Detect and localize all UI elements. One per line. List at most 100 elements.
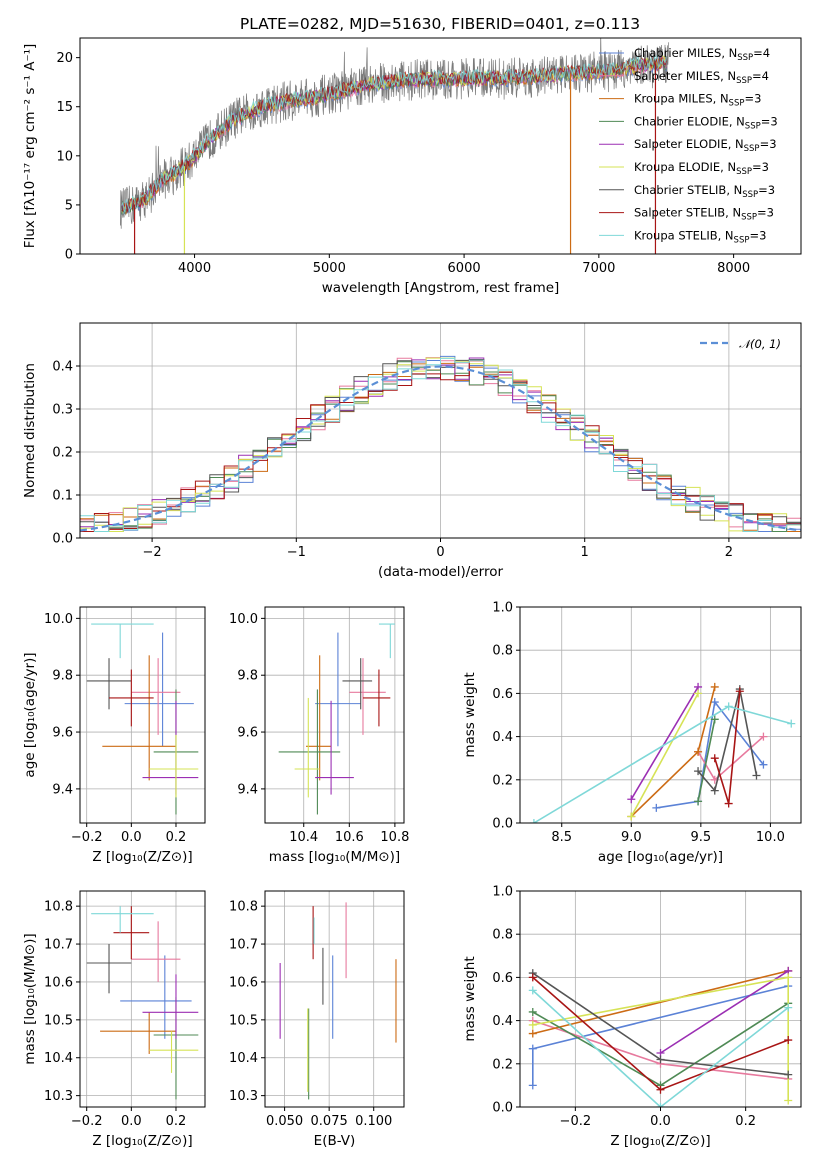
y-axis-label: mass weight: [462, 672, 478, 757]
weight-marker-chabrier_miles: [528, 1081, 537, 1090]
legend-tail: =3: [760, 137, 777, 151]
weight-marker-salpeter_stelib: [656, 1085, 665, 1094]
legend-label: Salpeter STELIB, NSSP=3: [634, 206, 774, 223]
weight-line-kroupa_stelib: [533, 705, 792, 823]
y-tick-label: 0.1: [52, 489, 73, 504]
weight-marker-chabrier_miles: [652, 803, 661, 812]
y-tick-label: 15: [56, 100, 73, 115]
histograms: [80, 355, 801, 532]
legend-label: Kroupa ELODIE, NSSP=3: [634, 160, 769, 177]
weight-line-chabrier_elodie: [697, 719, 716, 802]
y-tick-label: 10.7: [44, 938, 73, 953]
x-tick-label: 6000: [448, 261, 481, 276]
weight-marker-kroupa_stelib: [784, 1003, 793, 1012]
weight-marker-salpeter_stelib: [735, 687, 744, 696]
weight-line-kroupa_stelib: [532, 989, 789, 1107]
weight-marker-salpeter_miles: [759, 732, 768, 741]
y-tick-label: 0.0: [492, 817, 513, 832]
histogram-chabrier_miles: [80, 355, 801, 532]
weight-marker-salpeter_elodie: [627, 795, 636, 804]
axes-frame: [264, 606, 405, 824]
x-tick-label: 0.0: [650, 1114, 671, 1129]
weight-marker-chabrier_stelib: [752, 771, 761, 780]
y-tick-label: 10.3: [229, 1089, 258, 1104]
spectrum-lines: [120, 38, 670, 254]
y-axis-label: Normed distribution: [22, 363, 38, 498]
y-tick-label: 10.8: [229, 900, 258, 915]
legend-tail: =3: [744, 92, 761, 106]
y-tick-label: 0.0: [492, 1101, 513, 1116]
axes-frame: [79, 322, 802, 539]
x-axis-label: (data-model)/error: [378, 564, 504, 580]
y-tick-label: 10.4: [44, 1051, 73, 1066]
residuals-panel: −2 −1 0 1 2 0.0 0.1 0.2 0.3 0.4 (data-model)/error…: [22, 322, 802, 580]
x-tick-label: −0.2: [71, 1114, 103, 1129]
weight-marker-kroupa_miles: [710, 682, 719, 691]
legend-label: Kroupa STELIB, NSSP=3: [634, 228, 766, 245]
weight-marker-salpeter_stelib: [710, 754, 719, 763]
weight-marker-chabrier_miles: [710, 698, 719, 707]
legend-tail: =3: [758, 183, 775, 197]
x-tick-label: 10.6: [335, 830, 364, 845]
y-tick-label: 10.4: [229, 1051, 258, 1066]
weight-line-salpeter_elodie: [660, 970, 789, 1054]
legend-subscript: SSP: [742, 190, 758, 200]
y-axis-label: Flux [fλ10⁻¹⁷ erg cm⁻² s⁻¹ A⁻¹]: [22, 44, 38, 249]
errorbars: [86, 906, 199, 1100]
x-tick-label: 0.075: [311, 1114, 348, 1129]
axes-frame: [79, 890, 206, 1108]
weight-lines: [528, 966, 793, 1107]
weight-marker-chabrier_elodie: [694, 797, 703, 806]
weight-marker-kroupa_miles: [528, 1029, 537, 1038]
weight-line-chabrier_stelib: [697, 688, 758, 793]
y-tick-label: 0.3: [52, 403, 73, 418]
legend-subscript: SSP: [729, 99, 745, 109]
y-tick-label: 10.8: [44, 900, 73, 915]
weight-marker-chabrier_stelib: [710, 786, 719, 795]
weight-marker-kroupa_stelib: [724, 702, 733, 711]
model-spectrum-kroupa_stelib: [121, 54, 667, 213]
legend-subscript: SSP: [741, 213, 757, 223]
weight-marker-chabrier_elodie: [710, 715, 719, 724]
y-tick-label: 9.4: [52, 782, 73, 797]
legend-label: Salpeter ELODIE, NSSP=3: [634, 137, 777, 154]
axes-frame: [79, 37, 802, 255]
x-tick-label: 10.4: [289, 830, 318, 845]
x-axis-label: age [log₁₀(age/yr)]: [598, 849, 723, 865]
x-tick-label: 9.0: [621, 830, 642, 845]
y-tick-label: 10.6: [229, 975, 258, 990]
x-tick-label: 8000: [717, 261, 750, 276]
weight-marker-chabrier_stelib: [694, 767, 703, 776]
x-axis-label: Z [log₁₀(Z/Z⊙)]: [92, 849, 192, 865]
x-axis-label: Z [log₁₀(Z/Z⊙)]: [92, 1133, 192, 1149]
y-tick-label: 0.2: [52, 446, 73, 461]
weight-marker-kroupa_elodie: [784, 1096, 793, 1105]
weight-line-kroupa_elodie: [630, 693, 699, 817]
x-axis-label: mass [log₁₀(M/M⊙)]: [269, 849, 400, 865]
y-tick-label: 9.8: [237, 669, 258, 684]
weight-marker-chabrier_elodie: [528, 1007, 537, 1016]
axes-frame: [264, 890, 405, 1108]
errorbars: [279, 902, 397, 1100]
x-tick-label: −2: [143, 545, 162, 560]
y-tick-label: 0.4: [52, 360, 73, 375]
weight-line-chabrier_miles: [656, 700, 765, 809]
y-tick-label: 5: [65, 198, 73, 213]
weight-marker-kroupa_elodie: [694, 689, 703, 698]
legend-subscript: SSP: [734, 235, 750, 245]
legend-subscript: SSP: [736, 167, 752, 177]
legend-subscript: SSP: [745, 121, 761, 131]
legend-tail: =4: [752, 69, 769, 83]
legend-label: Chabrier STELIB, NSSP=3: [634, 183, 775, 200]
x-tick-label: 0.100: [355, 1114, 392, 1129]
spectrum-legend: Chabrier MILES, NSSP=4 Salpeter MILES, NS…: [599, 46, 778, 245]
x-tick-label: −1: [287, 545, 306, 560]
x-tick-label: 5000: [313, 261, 346, 276]
y-tick-label: 0.8: [492, 928, 513, 943]
weight-line-salpeter_elodie: [630, 686, 699, 800]
y-tick-label: 10.0: [44, 612, 73, 627]
y-tick-label: 9.6: [237, 726, 258, 741]
x-tick-label: 0.2: [166, 1114, 187, 1129]
weight-marker-kroupa_elodie: [627, 812, 636, 821]
x-axis-label: E(B-V): [314, 1133, 356, 1149]
